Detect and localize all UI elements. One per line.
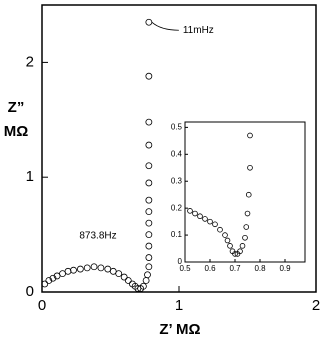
data-point xyxy=(145,179,153,187)
y-tick-label: 0 xyxy=(26,283,34,300)
data-point xyxy=(145,263,153,271)
data-point xyxy=(145,162,153,170)
data-point xyxy=(145,196,153,204)
y-axis-label: Z” xyxy=(8,99,25,116)
data-point xyxy=(49,274,57,282)
data-point xyxy=(145,219,153,227)
y-tick-label: 0 xyxy=(178,257,183,266)
data-point xyxy=(197,213,203,220)
data-point xyxy=(242,234,248,241)
y-tick-label: 1 xyxy=(26,168,34,185)
data-point xyxy=(120,273,128,281)
y-tick-label: 0.4 xyxy=(171,149,183,158)
data-point xyxy=(145,242,153,250)
data-point xyxy=(41,280,49,288)
data-point xyxy=(139,282,147,290)
data-point xyxy=(237,248,243,255)
data-point xyxy=(245,191,252,198)
data-point xyxy=(207,218,213,225)
data-point xyxy=(217,226,223,233)
data-point xyxy=(97,264,105,272)
x-tick-label: 1 xyxy=(175,297,183,314)
x-tick-label: 0 xyxy=(38,297,46,314)
x-tick-label: 0.6 xyxy=(204,264,216,273)
y-tick-label: 0.2 xyxy=(171,203,183,212)
x-tick-label: 0.9 xyxy=(279,264,291,273)
data-point xyxy=(247,164,253,171)
data-point xyxy=(144,271,151,279)
data-point xyxy=(212,221,218,228)
data-point xyxy=(145,118,153,126)
annotation: 11mHz xyxy=(183,25,214,36)
data-point xyxy=(244,210,251,217)
data-point xyxy=(239,243,246,249)
x-tick-label: 2 xyxy=(312,297,320,314)
data-point xyxy=(145,254,153,261)
data-point xyxy=(232,251,238,257)
x-tick-label: 0.5 xyxy=(179,264,191,273)
data-point xyxy=(192,210,198,217)
y-tick-label: 0.5 xyxy=(171,122,183,131)
data-point xyxy=(224,237,231,244)
y-tick-label: 0.3 xyxy=(171,176,183,185)
data-point xyxy=(243,224,250,230)
x-tick-label: 0.7 xyxy=(229,264,241,273)
x-axis-label: Z’ MΩ xyxy=(159,321,200,338)
data-point xyxy=(247,132,253,139)
leader-line xyxy=(151,21,179,31)
data-point xyxy=(124,277,132,284)
data-point xyxy=(187,208,193,214)
data-point xyxy=(76,265,84,273)
data-point xyxy=(90,263,98,271)
data-point xyxy=(227,243,233,249)
data-point xyxy=(70,266,77,274)
data-point xyxy=(145,72,153,80)
annotation: 873.8Hz xyxy=(79,231,116,242)
data-point xyxy=(202,216,208,222)
y-tick-label: 0.1 xyxy=(171,230,183,239)
data-point xyxy=(83,264,91,272)
data-point xyxy=(145,141,153,149)
inset-frame xyxy=(184,121,306,263)
y-axis-label: MΩ xyxy=(4,123,29,140)
data-point xyxy=(145,231,153,239)
data-point xyxy=(222,232,228,238)
data-point xyxy=(145,208,153,216)
data-point xyxy=(45,277,53,284)
x-tick-label: 0.8 xyxy=(254,264,266,273)
y-tick-label: 2 xyxy=(26,53,34,70)
data-point xyxy=(115,270,123,278)
